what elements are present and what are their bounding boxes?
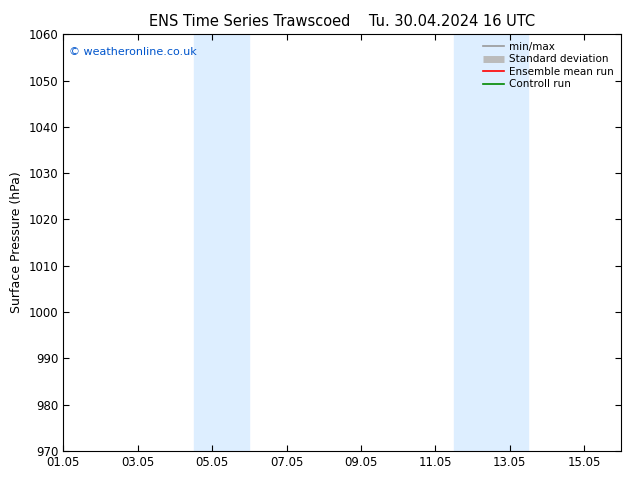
Y-axis label: Surface Pressure (hPa): Surface Pressure (hPa) (10, 172, 23, 314)
Bar (454, 34, 528, 451)
Title: ENS Time Series Trawscoed    Tu. 30.04.2024 16 UTC: ENS Time Series Trawscoed Tu. 30.04.2024… (149, 14, 536, 29)
Text: © weatheronline.co.uk: © weatheronline.co.uk (69, 47, 197, 57)
Legend: min/max, Standard deviation, Ensemble mean run, Controll run: min/max, Standard deviation, Ensemble me… (479, 37, 618, 94)
Bar (193, 34, 249, 451)
